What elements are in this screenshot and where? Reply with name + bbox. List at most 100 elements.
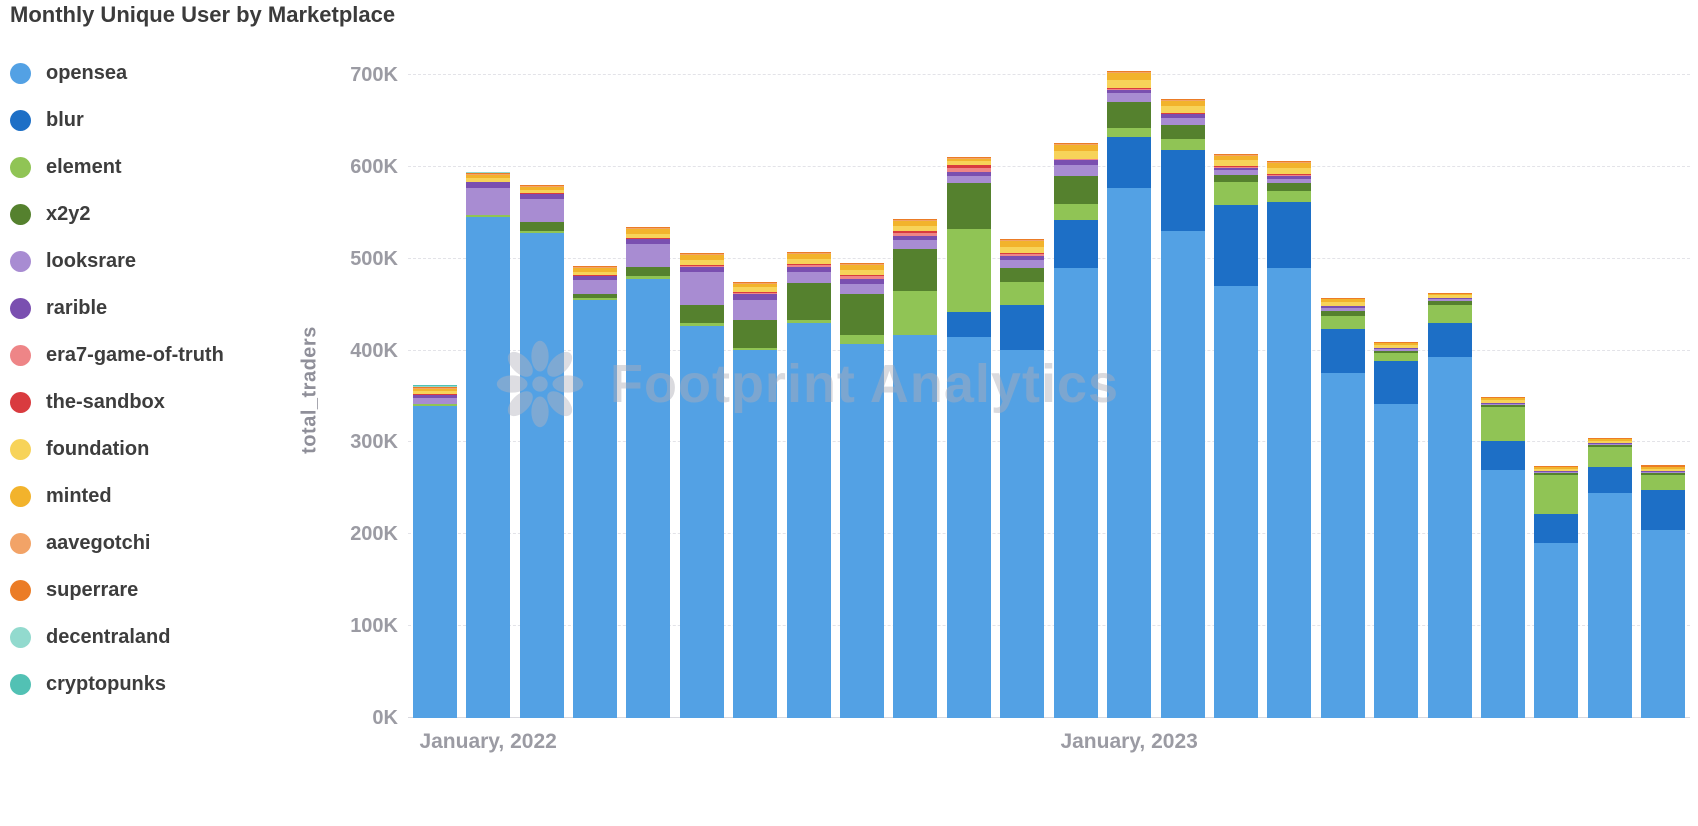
bar-segment-minted[interactable] (1107, 73, 1152, 81)
bar-segment-superrare[interactable] (1534, 466, 1579, 468)
bar-apr-2023[interactable] (1267, 161, 1312, 718)
bar-segment-opensea[interactable] (519, 232, 564, 718)
bar-segment-the-sandbox[interactable] (893, 231, 938, 233)
bar-segment-rarible[interactable] (1053, 160, 1098, 165)
bar-segment-era7-game-of-truth[interactable] (1000, 254, 1045, 256)
bar-segment-the-sandbox[interactable] (1000, 253, 1045, 255)
bar-segment-foundation[interactable] (519, 189, 564, 194)
bar-segment-blur[interactable] (1587, 467, 1632, 493)
bar-segment-looksrare[interactable] (1374, 348, 1419, 351)
bar-segment-rarible[interactable] (893, 235, 938, 241)
bar-segment-superrare[interactable] (733, 281, 778, 283)
bar-segment-era7-game-of-truth[interactable] (1267, 175, 1312, 176)
bar-segment-x2y2[interactable] (1000, 267, 1045, 282)
bar-segment-superrare[interactable] (679, 253, 724, 255)
bar-segment-looksrare[interactable] (1587, 444, 1632, 446)
bar-segment-element[interactable] (412, 403, 457, 406)
bar-segment-minted[interactable] (679, 255, 724, 260)
bar-oct-2023[interactable] (1587, 437, 1632, 718)
bar-segment-superrare[interactable] (840, 263, 885, 265)
bar-segment-opensea[interactable] (946, 336, 991, 718)
bar-segment-opensea[interactable] (1000, 350, 1045, 718)
bar-segment-era7-game-of-truth[interactable] (733, 292, 778, 295)
bar-segment-superrare[interactable] (1053, 142, 1098, 144)
bar-segment-foundation[interactable] (679, 259, 724, 266)
bar-segment-minted[interactable] (1374, 343, 1419, 346)
bar-segment-minted[interactable] (1160, 100, 1205, 107)
bar-segment-rarible[interactable] (626, 239, 671, 244)
bar-segment-blur[interactable] (1374, 360, 1419, 404)
bar-feb-2023[interactable] (1160, 98, 1205, 718)
bar-segment-element[interactable] (1107, 128, 1152, 138)
bar-segment-element[interactable] (1320, 315, 1365, 330)
legend-item-the-sandbox[interactable]: the-sandbox (10, 379, 224, 426)
bar-segment-x2y2[interactable] (1213, 175, 1258, 183)
bar-apr-2022[interactable] (626, 227, 671, 718)
bar-segment-rarible[interactable] (1374, 347, 1419, 349)
bar-segment-era7-game-of-truth[interactable] (1213, 166, 1258, 168)
bar-segment-superrare[interactable] (1267, 161, 1312, 163)
bar-segment-aavegotchi[interactable] (893, 220, 938, 222)
bar-segment-foundation[interactable] (572, 271, 617, 276)
bar-segment-opensea[interactable] (572, 299, 617, 718)
bar-segment-minted[interactable] (733, 283, 778, 288)
bar-segment-rarible[interactable] (733, 294, 778, 300)
legend-item-opensea[interactable]: opensea (10, 50, 224, 97)
bar-segment-aavegotchi[interactable] (679, 254, 724, 256)
bar-segment-the-sandbox[interactable] (412, 393, 457, 395)
bar-segment-the-sandbox[interactable] (1160, 112, 1205, 114)
bar-segment-minted[interactable] (1320, 299, 1365, 302)
bar-segment-aavegotchi[interactable] (519, 186, 564, 188)
legend-item-rarible[interactable]: rarible (10, 285, 224, 332)
bar-segment-looksrare[interactable] (893, 240, 938, 250)
bar-segment-superrare[interactable] (412, 387, 457, 389)
bar-segment-opensea[interactable] (733, 350, 778, 718)
bar-segment-aavegotchi[interactable] (412, 388, 457, 390)
bar-segment-element[interactable] (840, 334, 885, 345)
legend-item-blur[interactable]: blur (10, 97, 224, 144)
bar-segment-superrare[interactable] (1320, 298, 1365, 300)
bar-segment-x2y2[interactable] (519, 221, 564, 232)
bar-segment-superrare[interactable] (1427, 292, 1472, 294)
bar-segment-looksrare[interactable] (1534, 471, 1579, 473)
bar-segment-blur[interactable] (946, 311, 991, 337)
bar-segment-blur[interactable] (1107, 137, 1152, 188)
bar-segment-foundation[interactable] (786, 258, 831, 265)
legend-item-decentraland[interactable]: decentraland (10, 614, 224, 661)
bar-segment-x2y2[interactable] (1374, 350, 1419, 354)
bar-nov-2023[interactable] (1641, 465, 1686, 718)
bar-segment-rarible[interactable] (519, 194, 564, 199)
bar-segment-x2y2[interactable] (626, 266, 671, 277)
bar-segment-minted[interactable] (1213, 155, 1258, 161)
bar-segment-element[interactable] (1053, 203, 1098, 221)
bar-segment-opensea[interactable] (1641, 529, 1686, 718)
bar-segment-opensea[interactable] (1427, 356, 1472, 718)
bar-jul-2023[interactable] (1427, 292, 1472, 718)
bar-segment-blur[interactable] (1534, 514, 1579, 544)
bar-segment-aavegotchi[interactable] (466, 174, 511, 176)
bar-segment-opensea[interactable] (412, 405, 457, 718)
bar-segment-superrare[interactable] (893, 219, 938, 221)
bar-segment-opensea[interactable] (1320, 373, 1365, 718)
bar-segment-superrare[interactable] (1000, 239, 1045, 241)
bar-segment-blur[interactable] (1213, 205, 1258, 287)
bar-segment-opensea[interactable] (1481, 469, 1526, 718)
bar-jun-2022[interactable] (733, 281, 778, 718)
bar-segment-era7-game-of-truth[interactable] (1053, 159, 1098, 161)
bar-segment-opensea[interactable] (1267, 267, 1312, 718)
bar-segment-decentraland[interactable] (412, 386, 457, 388)
bar-segment-the-sandbox[interactable] (1107, 87, 1152, 89)
bar-segment-opensea[interactable] (1053, 267, 1098, 718)
bar-segment-minted[interactable] (893, 221, 938, 226)
bar-segment-opensea[interactable] (1374, 403, 1419, 718)
bar-segment-opensea[interactable] (840, 344, 885, 718)
bar-segment-x2y2[interactable] (1267, 183, 1312, 191)
bar-segment-foundation[interactable] (1000, 246, 1045, 254)
bar-segment-x2y2[interactable] (1107, 102, 1152, 129)
bar-segment-aavegotchi[interactable] (1107, 72, 1152, 74)
bar-segment-foundation[interactable] (412, 390, 457, 394)
bar-segment-foundation[interactable] (893, 225, 938, 232)
bar-segment-looksrare[interactable] (1320, 308, 1365, 312)
bar-sep-2022[interactable] (893, 219, 938, 718)
bar-segment-minted[interactable] (1000, 241, 1045, 247)
